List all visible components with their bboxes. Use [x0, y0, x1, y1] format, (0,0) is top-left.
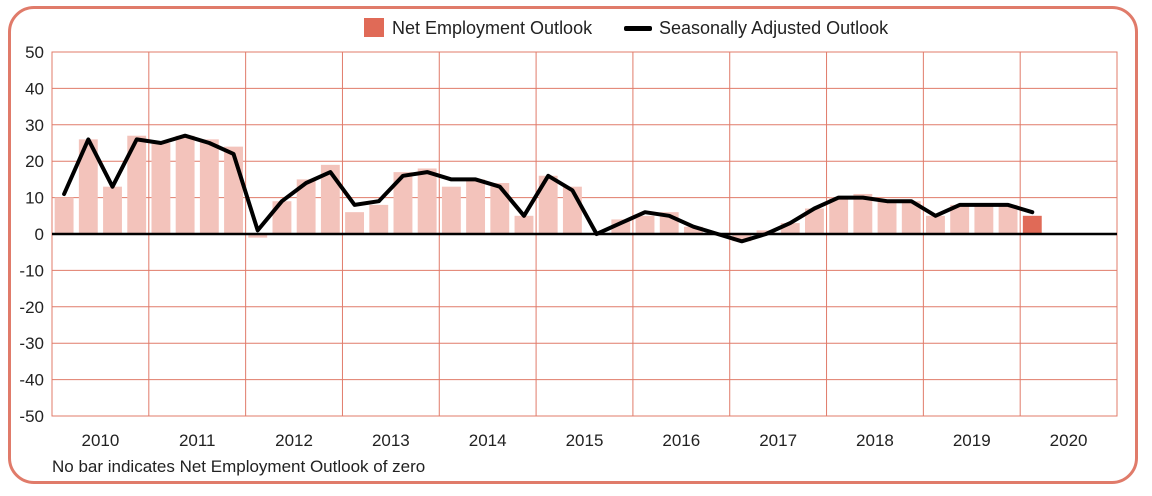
x-tick-label: 2014 [469, 431, 507, 450]
bar [345, 212, 364, 234]
y-tick-label: 50 [25, 43, 44, 62]
x-tick-label: 2016 [662, 431, 700, 450]
legend: Net Employment Outlook Seasonally Adjust… [364, 18, 889, 38]
x-tick-label: 2015 [566, 431, 604, 450]
x-tick-label: 2018 [856, 431, 894, 450]
x-tick-label: 2017 [759, 431, 797, 450]
x-tick-label: 2012 [275, 431, 313, 450]
bar [296, 179, 316, 234]
y-tick-label: -30 [19, 334, 44, 353]
y-axis: 50 40 30 20 10 0 -10 -20 -30 -40 -50 [19, 43, 44, 426]
bar [441, 186, 461, 234]
bar [514, 215, 534, 234]
bar [901, 201, 921, 234]
seasonally-adjusted-polyline [62, 133, 1035, 244]
bar [78, 139, 98, 234]
x-tick-label: 2011 [179, 431, 216, 450]
bar [320, 164, 340, 234]
chart-frame [8, 6, 1138, 484]
bar [175, 135, 195, 234]
x-tick-label: 2013 [372, 431, 410, 450]
bars [52, 135, 1117, 242]
bar [248, 234, 268, 238]
bar [393, 172, 413, 234]
y-tick-label: -40 [19, 371, 44, 390]
y-tick-label: -10 [19, 261, 44, 280]
bar [369, 204, 389, 234]
bar [950, 204, 970, 234]
x-axis: 2010 2011 2012 2013 2014 2015 2016 2017 2018 2019… [81, 431, 1087, 450]
legend-label-net-employment: Net Employment Outlook [392, 18, 593, 38]
bar [974, 204, 994, 234]
bar [466, 179, 486, 234]
bar [732, 234, 752, 242]
bar [490, 183, 510, 234]
bar [1022, 215, 1042, 234]
bar [151, 143, 171, 234]
y-tick-label: 30 [25, 116, 44, 135]
bar [829, 197, 849, 234]
chart-footnote: No bar indicates Net Employment Outlook … [52, 457, 425, 476]
seasonally-adjusted-line [62, 133, 1035, 244]
bar [635, 215, 655, 234]
legend-swatch-net-employment [364, 18, 384, 37]
legend-label-seasonally-adjusted: Seasonally Adjusted Outlook [659, 18, 889, 38]
legend-swatch-seasonally-adjusted [624, 26, 652, 31]
x-tick-label: 2010 [81, 431, 119, 450]
bar [127, 135, 147, 234]
y-tick-label: 0 [35, 225, 44, 244]
bar [998, 204, 1018, 234]
bar [417, 168, 437, 234]
y-tick-label: -50 [19, 407, 44, 426]
x-tick-label: 2020 [1050, 431, 1088, 450]
bar [926, 215, 945, 234]
bar [103, 186, 122, 234]
y-tick-label: 40 [25, 79, 44, 98]
x-tick-label: 2019 [953, 431, 991, 450]
bar [853, 193, 873, 234]
bar [683, 226, 703, 234]
bar [877, 201, 897, 234]
bar [538, 175, 558, 234]
y-tick-label: 20 [25, 152, 44, 171]
bar [54, 197, 74, 234]
y-tick-label: 10 [25, 189, 44, 208]
bar [780, 223, 800, 234]
grid [51, 51, 1118, 417]
bar [199, 139, 219, 234]
bar [805, 208, 824, 234]
y-tick-label: -20 [19, 298, 44, 317]
